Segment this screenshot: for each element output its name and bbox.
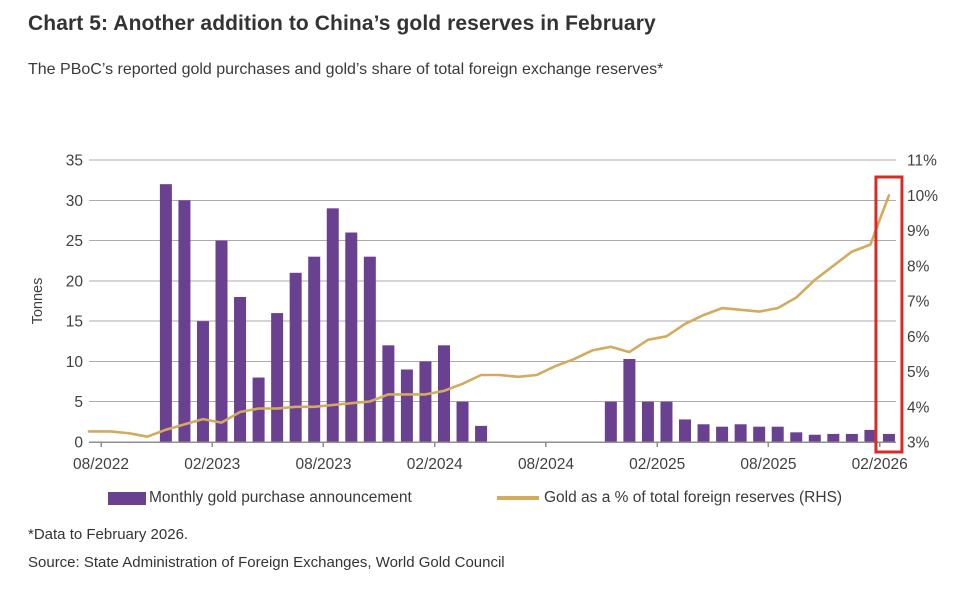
chart-title: Chart 5: Another addition to China’s gol…	[28, 12, 656, 35]
gold-purchase-bar	[159, 184, 172, 442]
left-tick-label: 0	[74, 435, 83, 452]
right-tick-label: 4%	[907, 399, 930, 416]
gold-purchase-bar	[771, 426, 784, 442]
gold-purchase-bar	[456, 401, 469, 442]
x-tick-label: 08/2022	[73, 456, 129, 473]
left-tick-label: 5	[74, 394, 83, 411]
gold-purchase-bar	[845, 433, 858, 442]
left-tick-label: 35	[66, 153, 83, 170]
legend-line-label: Gold as a % of total foreign reserves (R…	[544, 489, 843, 506]
gold-purchase-bar	[864, 429, 877, 442]
chart-subtitle: The PBoC’s reported gold purchases and g…	[28, 61, 664, 78]
gold-purchase-bar	[289, 272, 302, 442]
right-tick-label: 9%	[907, 223, 930, 240]
left-tick-label: 15	[66, 314, 83, 331]
x-tick-label: 02/2026	[852, 456, 908, 473]
gold-purchase-bar	[400, 369, 413, 442]
gold-purchase-bar	[697, 424, 710, 442]
gold-purchase-bar	[753, 426, 766, 442]
highlight-box	[874, 175, 904, 454]
y-axis-title: Tonnes	[30, 278, 46, 325]
gold-purchase-bar	[326, 208, 339, 442]
gold-purchase-bar	[679, 419, 692, 442]
gold-purchase-bar	[363, 256, 376, 442]
legend-line-swatch	[497, 496, 539, 500]
gold-purchase-bar	[437, 345, 450, 442]
legend-bar-label: Monthly gold purchase announcement	[149, 489, 412, 506]
right-tick-label: 8%	[907, 258, 930, 275]
gold-purchase-bar	[419, 361, 432, 442]
gold-purchase-bar	[808, 434, 821, 442]
x-tick-label: 02/2023	[184, 456, 240, 473]
x-tick-label: 08/2023	[295, 456, 351, 473]
right-tick-label: 7%	[907, 294, 930, 311]
source-line: Source: State Administration of Foreign …	[28, 554, 505, 571]
x-tick-label: 02/2025	[629, 456, 685, 473]
gold-share-line	[87, 194, 891, 439]
gold-purchase-bar	[790, 432, 803, 442]
footnote: *Data to February 2026.	[28, 526, 189, 543]
x-tick-label: 08/2025	[740, 456, 796, 473]
gold-purchase-bar	[475, 425, 488, 442]
legend-item-bars: Monthly gold purchase announcement	[108, 489, 412, 507]
left-tick-label: 30	[66, 193, 84, 210]
gold-purchase-bar	[604, 401, 617, 442]
legend-item-line: Gold as a % of total foreign reserves (R…	[497, 489, 842, 507]
gold-purchase-bar	[734, 424, 747, 442]
gold-purchase-bar	[215, 240, 228, 442]
gold-purchase-bar	[660, 401, 673, 442]
x-tick-label: 08/2024	[518, 456, 574, 473]
gold-purchase-bar	[641, 401, 654, 442]
gold-purchase-bar	[827, 433, 840, 442]
gold-purchase-bar	[623, 359, 636, 442]
left-tick-label: 10	[66, 354, 84, 371]
left-tick-label: 20	[66, 273, 84, 290]
right-tick-label: 5%	[907, 364, 930, 381]
x-tick-label: 02/2024	[407, 456, 463, 473]
gold-purchase-bar	[178, 200, 191, 442]
right-tick-label: 6%	[907, 329, 930, 346]
left-tick-label: 25	[66, 233, 83, 250]
gold-purchase-bar	[308, 256, 321, 442]
gold-purchase-bar	[882, 433, 895, 442]
right-tick-label: 3%	[907, 435, 930, 452]
legend-bar-swatch	[108, 491, 146, 505]
gold-purchase-bar	[196, 321, 209, 442]
gold-purchase-bar	[716, 426, 729, 442]
right-tick-label: 10%	[907, 188, 938, 205]
gold-purchase-bar	[271, 313, 284, 442]
right-tick-label: 11%	[907, 153, 937, 170]
gold-purchase-bar	[345, 232, 358, 442]
gold-purchase-bar	[234, 296, 247, 442]
